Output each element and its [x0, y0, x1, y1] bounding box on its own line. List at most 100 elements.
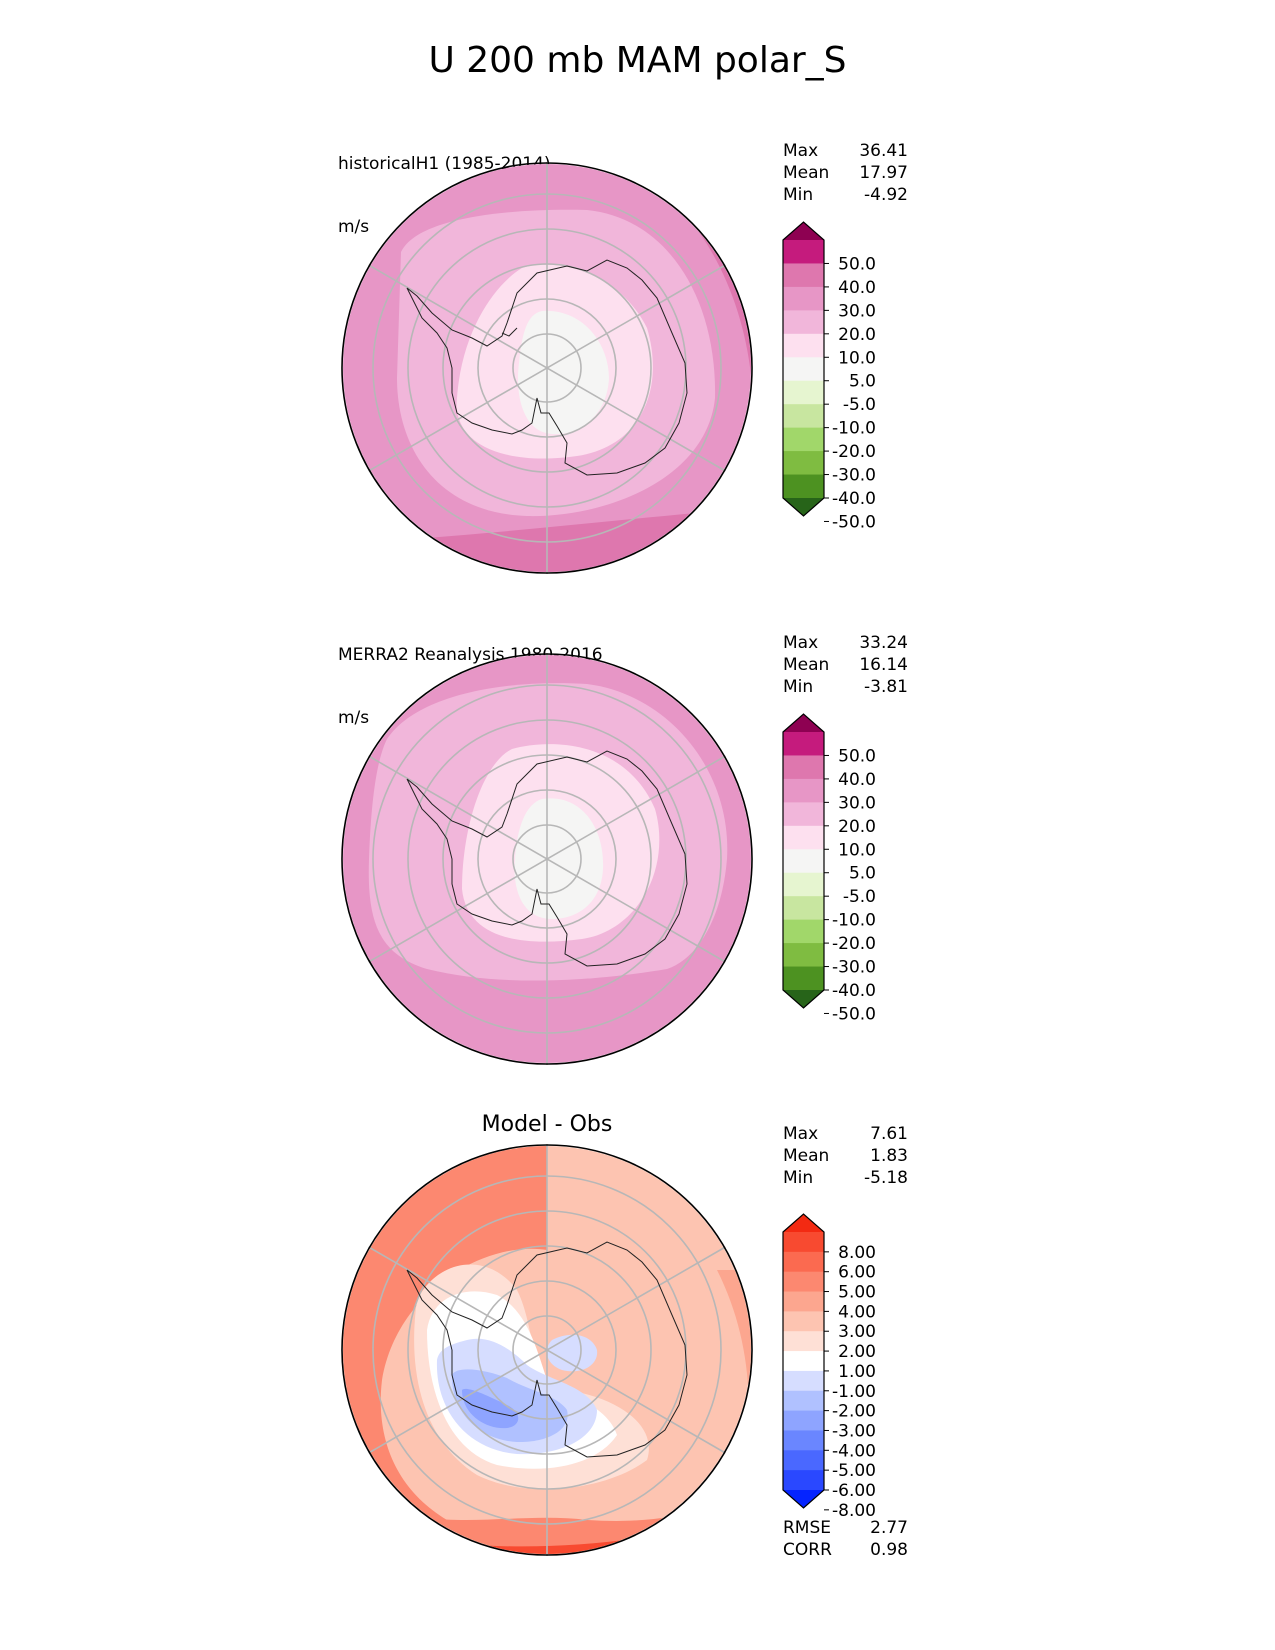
- colorbar-tick-label: -3.00: [832, 1421, 876, 1441]
- colorbar-bin: [783, 1311, 824, 1332]
- colorbar-bin: [783, 802, 824, 827]
- colorbar-tick-label: -4.00: [832, 1441, 876, 1461]
- polar-map-test: [341, 162, 753, 574]
- colorbar-bin: [783, 1430, 824, 1451]
- colorbar-bin: [783, 1370, 824, 1392]
- colorbar-bin: [783, 357, 824, 382]
- colorbar-tick-label: 8.00: [838, 1243, 876, 1263]
- colorbar-tick-label: 10.0: [838, 348, 876, 368]
- colorbar-bin: [783, 778, 824, 803]
- coastline-antarctica: [406, 1241, 688, 1458]
- colorbar-bin: [783, 1331, 824, 1352]
- colorbar-tick-label: 2.00: [838, 1342, 876, 1362]
- colorbar-tick-label: -8.00: [832, 1501, 876, 1521]
- colorbar-bin: [783, 1390, 824, 1412]
- polar-map-diff: [341, 1144, 753, 1556]
- stat-min-label: Min: [783, 185, 814, 205]
- colorbar-bin: [783, 943, 824, 968]
- colorbar-tick-label: 50.0: [838, 746, 876, 766]
- colorbar-bin: [783, 1351, 824, 1372]
- colorbar-tick-label: -40.0: [832, 489, 876, 509]
- colorbar-extension-max: [783, 1214, 824, 1232]
- colorbar-tick-label: 3.00: [838, 1322, 876, 1342]
- colorbar-bin: [783, 404, 824, 429]
- colorbar-bin: [783, 240, 824, 264]
- stat-mean-label: Mean: [783, 163, 830, 183]
- colorbar-tick-label: 10.0: [838, 840, 876, 860]
- stat-mean-label: Mean: [783, 655, 830, 675]
- colorbar-tick-label: 4.00: [838, 1302, 876, 1322]
- stat-max-label: Max: [783, 141, 819, 161]
- map-boundary: [341, 653, 753, 1065]
- colorbar-tick-label: -40.0: [832, 981, 876, 1001]
- metric-corr-label: CORR: [783, 1540, 832, 1560]
- diff-band-west: [343, 1146, 547, 1554]
- diff-band-east: [717, 1270, 751, 1460]
- colorbar-tick-label: 20.0: [838, 325, 876, 345]
- field-band-pole: [517, 310, 609, 435]
- stat-max-label: Max: [783, 1124, 819, 1144]
- graticule: [368, 162, 726, 574]
- colorbar-tick-label: 5.0: [849, 372, 876, 392]
- colorbar-extension-max: [783, 222, 824, 240]
- colorbar-bin: [783, 1291, 824, 1312]
- map-boundary: [341, 162, 753, 574]
- colorbar-extension-min: [783, 498, 824, 516]
- panel-title-diff: Model - Obs: [481, 1112, 613, 1137]
- graticule: [368, 653, 726, 1065]
- colorbar-bin: [783, 825, 824, 850]
- colorbar-tick-label: 6.00: [838, 1263, 876, 1283]
- colorbar-extension-min: [783, 990, 824, 1008]
- colorbar-tick-label: 20.0: [838, 817, 876, 837]
- stat-min-value: -3.81: [864, 677, 908, 697]
- colorbar-tick-label: 50.0: [838, 254, 876, 274]
- colorbar-tick-label: 5.00: [838, 1283, 876, 1303]
- colorbar-tick-label: 5.0: [849, 864, 876, 884]
- colorbar-tick-label: -5.0: [843, 395, 876, 415]
- stat-max-value: 33.24: [859, 633, 908, 653]
- colorbar-tick-label: -1.00: [832, 1382, 876, 1402]
- figure-title: U 200 mb MAM polar_S: [428, 40, 847, 81]
- colorbar-tick-label: 1.00: [838, 1362, 876, 1382]
- diff-band-neg3: [462, 1388, 519, 1429]
- coastline-ross-ice: [501, 327, 518, 337]
- colorbar-bin: [783, 286, 824, 311]
- stat-mean-value: 17.97: [859, 163, 908, 183]
- stat-mean-label: Mean: [783, 1146, 830, 1166]
- metric-corr-value: 0.98: [870, 1540, 908, 1560]
- colorbar-tick-label: -30.0: [832, 958, 876, 978]
- colorbar-tick-label: -10.0: [832, 419, 876, 439]
- colorbar-tick-label: -50.0: [832, 512, 876, 532]
- stat-min-value: -5.18: [864, 1168, 908, 1188]
- stats-diff: Max 7.61 Mean 1.83 Min -5.18: [783, 1124, 908, 1190]
- colorbar-bin: [783, 732, 824, 756]
- metric-rmse-label: RMSE: [783, 1518, 832, 1538]
- colorbar-tick-label: -20.0: [832, 934, 876, 954]
- colorbar-bin: [783, 849, 824, 874]
- panel-units: m/s: [338, 217, 370, 237]
- stat-max-value: 36.41: [859, 141, 908, 161]
- map-boundary: [341, 1144, 753, 1556]
- coastline-antarctica: [406, 750, 688, 967]
- colorbar-extension-min: [783, 1490, 824, 1508]
- stats-test: Max 36.41 Mean 17.97 Min -4.92: [783, 141, 908, 207]
- colorbar-bin: [783, 755, 824, 780]
- colorbar-bin: [783, 380, 824, 405]
- colorbar-bin: [783, 1251, 824, 1273]
- colorbar-bin: [783, 1410, 824, 1431]
- colorbar-tick-label: -10.0: [832, 911, 876, 931]
- colorbar-bin: [783, 896, 824, 921]
- colorbar-extension-max: [783, 714, 824, 732]
- colorbar-bin: [783, 966, 824, 991]
- metric-rmse-value: 2.77: [870, 1518, 908, 1538]
- colorbar-tick-label: -5.00: [832, 1461, 876, 1481]
- colorbar-bin: [783, 451, 824, 476]
- colorbar-bin: [783, 1450, 824, 1471]
- colorbar-bin: [783, 333, 824, 358]
- stat-min-value: -4.92: [864, 185, 908, 205]
- colorbar-tick-label: -6.00: [832, 1481, 876, 1501]
- colorbar-bin: [783, 872, 824, 897]
